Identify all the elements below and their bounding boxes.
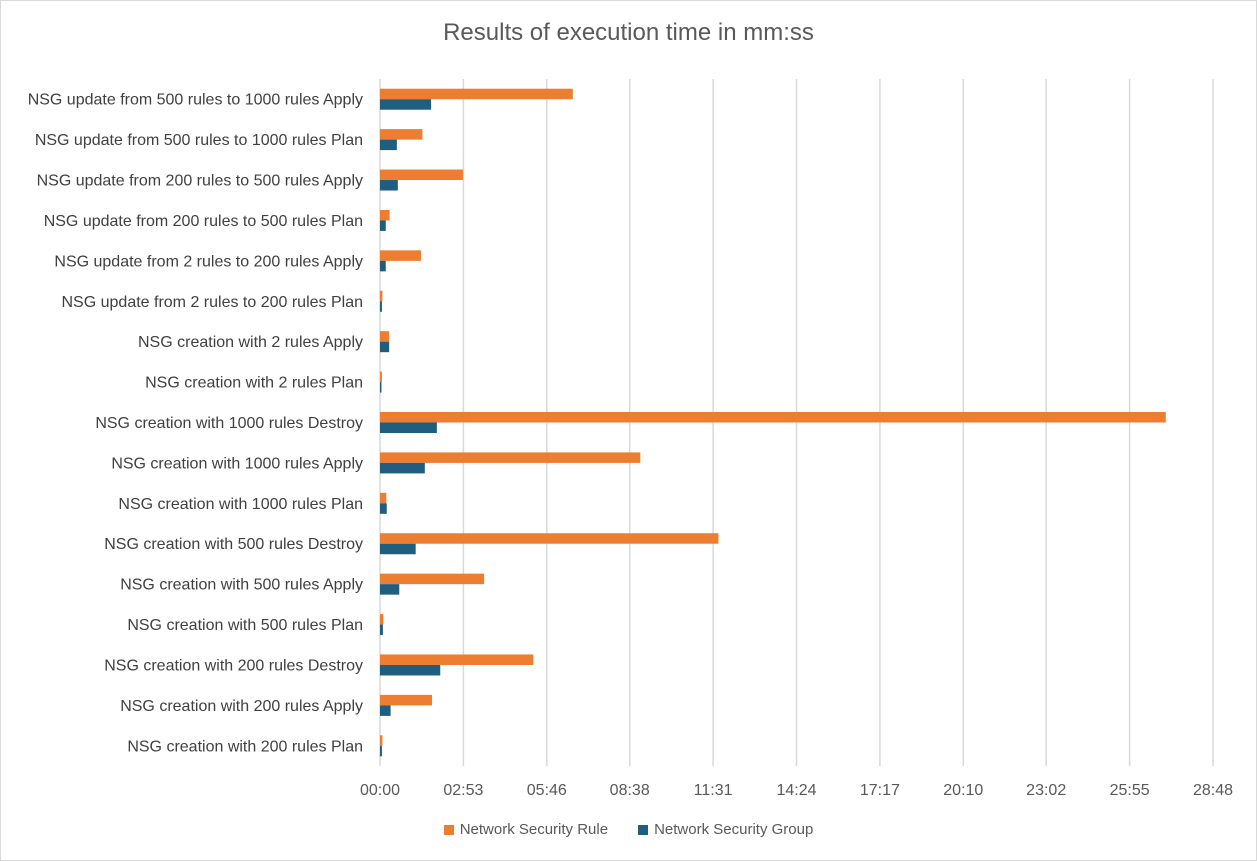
category-label: NSG creation with 2 rules Plan [145,375,363,392]
bar-network-security-rule [380,412,1166,423]
category-label: NSG creation with 1000 rules Plan [118,496,363,513]
category-label: NSG update from 200 rules to 500 rules A… [37,173,363,190]
bar-network-security-group [380,462,425,474]
bar-network-security-rule [380,331,390,342]
bar-network-security-group [380,382,382,393]
category-label: NSG update from 500 rules to 1000 rules … [35,132,363,149]
bar-network-security-group [380,664,441,676]
legend-swatch-nsr [443,824,454,835]
chart-legend: Network Security Rule Network Security G… [1,821,1256,838]
bar-network-security-rule [380,492,387,504]
bar-network-security-group [380,584,400,595]
bar-network-security-rule [380,290,383,302]
x-tick-label: 05:46 [527,782,567,799]
legend-label-nsr: Network Security Rule [459,821,609,838]
x-tick-label: 14:24 [776,782,816,799]
bar-network-security-group [380,503,387,514]
legend-item-nsr: Network Security Rule [443,821,609,838]
x-tick-label: 23:02 [1026,782,1066,799]
bar-network-security-group [380,624,383,636]
x-tick-label: 17:17 [860,782,900,799]
x-tick-label: 02:53 [443,782,483,799]
category-label: NSG update from 500 rules to 1000 rules … [28,92,363,109]
bar-network-security-group [380,301,382,312]
category-label: NSG creation with 200 rules Destroy [104,657,363,674]
category-label: NSG creation with 1000 rules Destroy [95,415,363,432]
category-label: NSG update from 200 rules to 500 rules P… [44,213,363,230]
x-tick-label: 20:10 [943,782,983,799]
bar-network-security-group [380,260,386,272]
legend-label-nsg: Network Security Group [654,821,814,838]
legend-swatch-nsg [638,824,649,835]
bar-network-security-rule [380,250,421,261]
bar-network-security-rule [380,654,534,665]
x-tick-label: 28:48 [1193,782,1233,799]
bar-network-security-rule [380,533,719,544]
bar-network-security-rule [380,88,573,100]
category-label: NSG creation with 500 rules Apply [120,577,363,594]
bar-network-security-group [380,180,398,191]
bar-network-security-rule [380,209,390,221]
bar-network-security-rule [380,573,485,585]
category-label: NSG update from 2 rules to 200 rules Pla… [62,294,364,311]
bar-network-security-group [380,745,382,757]
x-tick-label: 00:00 [360,782,400,799]
bar-network-security-group [380,220,386,231]
bar-network-security-rule [380,129,423,140]
bar-network-security-rule [380,169,463,181]
bar-network-security-rule [380,452,641,463]
category-label: NSG creation with 200 rules Apply [120,698,363,715]
category-label: NSG update from 2 rules to 200 rules App… [54,253,363,270]
category-label: NSG creation with 200 rules Plan [127,738,363,755]
bar-network-security-rule [380,371,382,383]
bar-network-security-rule [380,735,383,746]
category-label: NSG creation with 1000 rules Apply [111,455,363,472]
chart-title: Results of execution time in mm:ss [443,19,814,46]
category-label: NSG creation with 500 rules Destroy [104,536,363,553]
bar-network-security-group [380,341,390,353]
x-tick-label: 08:38 [610,782,650,799]
category-label: NSG creation with 2 rules Apply [138,334,363,351]
x-tick-label: 11:31 [694,782,733,799]
bar-network-security-group [380,543,416,555]
x-tick-label: 25:55 [1110,782,1150,799]
legend-item-nsg: Network Security Group [638,821,813,838]
bar-network-security-group [380,139,397,151]
bar-network-security-group [380,99,432,110]
bar-network-security-group [380,422,437,433]
bar-network-security-rule [380,614,384,625]
bar-network-security-group [380,705,391,716]
bar-network-security-rule [380,694,433,706]
category-label: NSG creation with 500 rules Plan [127,617,363,634]
